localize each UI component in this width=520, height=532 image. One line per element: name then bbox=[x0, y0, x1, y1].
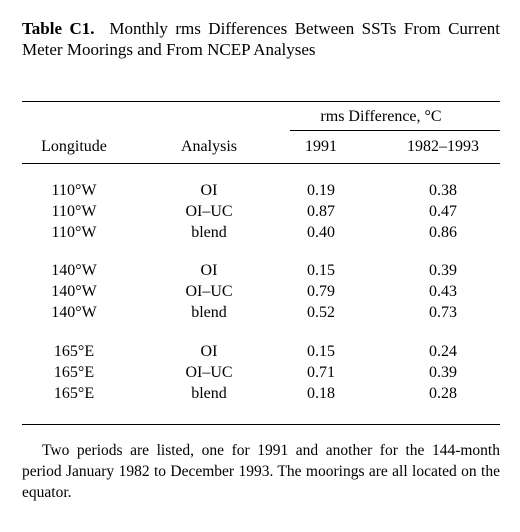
table-cell: blend bbox=[191, 385, 227, 402]
table-cell: OI bbox=[200, 262, 218, 279]
caption-label: Table C1. bbox=[22, 19, 95, 38]
column-header: Longitude bbox=[41, 138, 107, 155]
table-cell: 0.18 bbox=[307, 385, 335, 402]
column-group-label: rms Difference, °C bbox=[320, 108, 442, 125]
table-cell: 0.24 bbox=[429, 343, 457, 360]
table-cell: 110°W bbox=[51, 182, 97, 199]
table-cell: OI–UC bbox=[185, 203, 233, 220]
table-cell: 165°E bbox=[53, 343, 95, 360]
table-cell: OI bbox=[200, 343, 218, 360]
table-cell: 110°W bbox=[51, 203, 97, 220]
table-cell: 140°W bbox=[51, 304, 97, 321]
table-cell: 0.52 bbox=[307, 304, 335, 321]
table-cell: OI–UC bbox=[185, 283, 233, 300]
header-rule bbox=[22, 163, 500, 164]
table-cell: 0.47 bbox=[429, 203, 457, 220]
table-cell: 0.73 bbox=[429, 304, 457, 321]
table-cell: 140°W bbox=[51, 262, 97, 279]
table-cell: 0.19 bbox=[307, 182, 335, 199]
table-cell: 140°W bbox=[51, 283, 97, 300]
table-cell: 0.28 bbox=[429, 385, 457, 402]
table-cell: 0.38 bbox=[429, 182, 457, 199]
column-header: 1991 bbox=[305, 138, 337, 155]
table-cell: 0.86 bbox=[429, 224, 457, 241]
table-cell: 0.39 bbox=[429, 262, 457, 279]
table-cell: 165°E bbox=[53, 364, 95, 381]
column-header: Analysis bbox=[181, 138, 237, 155]
table-cell: 0.39 bbox=[429, 364, 457, 381]
table-cell: OI–UC bbox=[185, 364, 233, 381]
top-rule bbox=[22, 101, 500, 102]
column-header: 1982–1993 bbox=[407, 138, 479, 155]
table-cell: 0.15 bbox=[307, 262, 335, 279]
table-cell: blend bbox=[191, 304, 227, 321]
table-cell: 0.40 bbox=[307, 224, 335, 241]
table-caption: Table C1. Monthly rms Differences Betwee… bbox=[22, 18, 500, 60]
table-cell: 165°E bbox=[53, 385, 95, 402]
table-cell: 0.43 bbox=[429, 283, 457, 300]
table-cell: 0.71 bbox=[307, 364, 335, 381]
group-rule bbox=[290, 130, 500, 131]
bottom-rule bbox=[22, 424, 500, 425]
table-cell: 0.87 bbox=[307, 203, 335, 220]
table-cell: blend bbox=[191, 224, 227, 241]
table-cell: OI bbox=[200, 182, 218, 199]
table-cell: 0.15 bbox=[307, 343, 335, 360]
footnote: Two periods are listed, one for 1991 and… bbox=[22, 442, 500, 501]
caption-text: Monthly rms Differences Between SSTs Fro… bbox=[22, 19, 500, 59]
table-cell: 110°W bbox=[51, 224, 97, 241]
table-cell: 0.79 bbox=[307, 283, 335, 300]
